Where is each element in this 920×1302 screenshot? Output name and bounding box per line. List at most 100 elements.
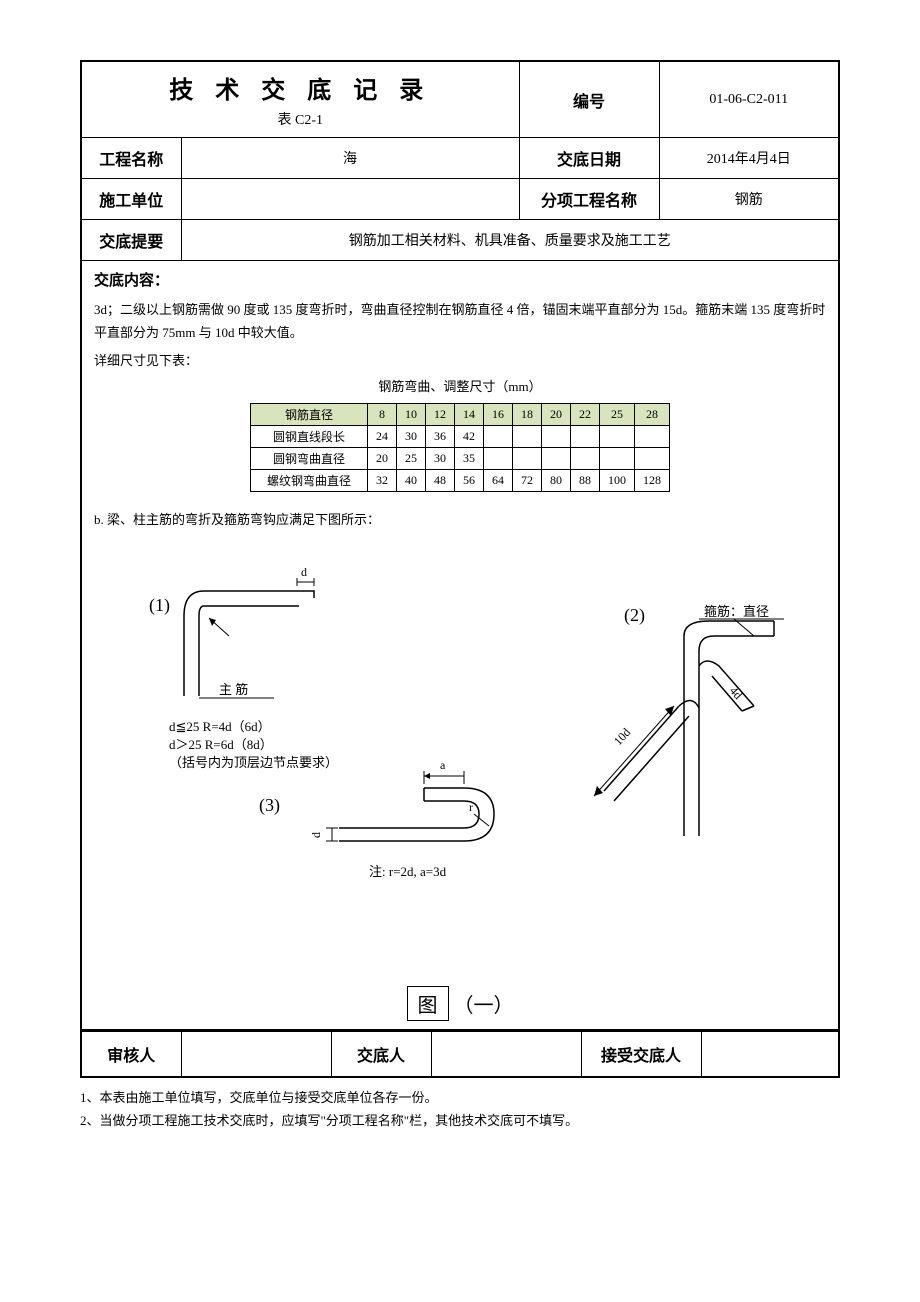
dt-cell <box>571 426 600 448</box>
project-name-value: 海 <box>181 138 519 179</box>
fig2-10d: 10d <box>611 725 633 748</box>
fig3-label: (3) <box>259 795 280 816</box>
content-para1: 3d；二级以上钢筋需做 90 度或 135 度弯折时，弯曲直径控制在钢筋直径 4… <box>94 298 826 345</box>
footer-notes: 1、本表由施工单位填写，交底单位与接受交底单位各存一份。 2、当做分项工程施工技… <box>80 1086 840 1133</box>
dt-cell <box>513 448 542 470</box>
contractor-label: 施工单位 <box>81 179 181 220</box>
footer-table: 审核人 交底人 接受交底人 <box>80 1031 840 1078</box>
doc-title-cell: 技 术 交 底 记 录 表 C2-1 <box>81 61 519 138</box>
fig1-top <box>204 591 314 598</box>
fig1-d: d <box>301 565 307 579</box>
dt-cell: 32 <box>368 470 397 492</box>
receiver-value <box>701 1031 839 1077</box>
dt-header-col: 10 <box>397 404 426 426</box>
dt-row-label: 圆钢直线段长 <box>250 426 367 448</box>
fig2-label: (2) <box>624 605 645 626</box>
fig3-r: r <box>469 800 473 814</box>
doc-table-no: 表 C2-1 <box>94 109 507 129</box>
summary-label: 交底提要 <box>81 220 181 261</box>
contractor-value <box>181 179 519 220</box>
dt-header-col: 14 <box>455 404 484 426</box>
presenter-value <box>431 1031 581 1077</box>
dt-header-label: 钢筋直径 <box>250 404 367 426</box>
note-1: 1、本表由施工单位填写，交底单位与接受交底单位各存一份。 <box>80 1086 840 1109</box>
content-title: 交底内容： <box>94 269 826 290</box>
figure-label-box: 图 <box>407 986 449 1021</box>
number-value: 01-06-C2-011 <box>659 61 839 138</box>
data-table: 钢筋直径8101214161820222528圆钢直线段长24303642圆钢弯… <box>250 403 670 492</box>
dt-cell: 72 <box>513 470 542 492</box>
dt-cell: 20 <box>368 448 397 470</box>
header-table: 技 术 交 底 记 录 表 C2-1 编号 01-06-C2-011 工程名称 … <box>80 60 840 1031</box>
figure-label: 图 （一） <box>94 986 826 1021</box>
dt-cell <box>542 448 571 470</box>
dt-cell: 35 <box>455 448 484 470</box>
dt-cell: 56 <box>455 470 484 492</box>
dt-cell: 36 <box>426 426 455 448</box>
note-2: 2、当做分项工程施工技术交底时，应填写"分项工程名称"栏，其他技术交底可不填写。 <box>80 1109 840 1132</box>
fig3-d: d <box>309 832 323 838</box>
dt-row-label: 圆钢弯曲直径 <box>250 448 367 470</box>
fig3-inner <box>339 801 479 828</box>
dt-cell <box>635 448 670 470</box>
dt-cell: 30 <box>397 426 426 448</box>
fig2-gujin: 箍筋：直径 <box>704 604 769 619</box>
diagram-area: (1) d 主 筋 <box>94 536 826 976</box>
dt-row-label: 螺纹钢弯曲直径 <box>250 470 367 492</box>
dt-cell: 42 <box>455 426 484 448</box>
fig3-a: a <box>440 758 446 772</box>
dt-cell <box>542 426 571 448</box>
dt-cell: 25 <box>397 448 426 470</box>
dt-header-col: 12 <box>426 404 455 426</box>
dt-header-col: 28 <box>635 404 670 426</box>
dt-cell: 30 <box>426 448 455 470</box>
receiver-label: 接受交底人 <box>581 1031 701 1077</box>
date-value: 2014年4月4日 <box>659 138 839 179</box>
dt-header-col: 20 <box>542 404 571 426</box>
fig1-rule2: d＞25 R=6d（8d） <box>169 737 273 752</box>
subproject-value: 钢筋 <box>659 179 839 220</box>
dt-header-col: 8 <box>368 404 397 426</box>
dt-cell <box>484 426 513 448</box>
dt-cell: 40 <box>397 470 426 492</box>
dt-cell: 88 <box>571 470 600 492</box>
presenter-label: 交底人 <box>331 1031 431 1077</box>
dt-cell: 64 <box>484 470 513 492</box>
doc-title: 技 术 交 底 记 录 <box>169 78 431 104</box>
fig1-inner <box>199 606 204 696</box>
date-label: 交底日期 <box>519 138 659 179</box>
diagram-svg: (1) d 主 筋 <box>94 536 814 956</box>
content-para2: 详细尺寸见下表： <box>94 349 826 372</box>
fig3-note: 注: r=2d, a=3d <box>369 864 447 879</box>
dt-header-col: 22 <box>571 404 600 426</box>
content-para-b: b. 梁、柱主筋的弯折及箍筋弯钩应满足下图所示： <box>94 508 826 531</box>
dt-cell: 24 <box>368 426 397 448</box>
reviewer-value <box>181 1031 331 1077</box>
dt-cell: 100 <box>600 470 635 492</box>
dt-cell <box>513 426 542 448</box>
project-name-label: 工程名称 <box>81 138 181 179</box>
fig1-rule3: （括号内为顶层边节点要求） <box>169 755 338 770</box>
reviewer-label: 审核人 <box>81 1031 181 1077</box>
dt-header-col: 18 <box>513 404 542 426</box>
content-cell: 交底内容： 3d；二级以上钢筋需做 90 度或 135 度弯折时，弯曲直径控制在… <box>81 261 839 1030</box>
dt-cell: 128 <box>635 470 670 492</box>
figure-label-suffix: （一） <box>454 995 514 1017</box>
summary-value: 钢筋加工相关材料、机具准备、质量要求及施工工艺 <box>181 220 839 261</box>
fig1-label: (1) <box>149 595 170 616</box>
subproject-label: 分项工程名称 <box>519 179 659 220</box>
dt-cell <box>635 426 670 448</box>
fig1-zhujin: 主 筋 <box>219 682 248 697</box>
dt-cell <box>600 448 635 470</box>
fig2-4d: 4d <box>727 683 745 701</box>
dt-cell <box>484 448 513 470</box>
dt-header-col: 16 <box>484 404 513 426</box>
dt-cell: 80 <box>542 470 571 492</box>
dt-cell: 48 <box>426 470 455 492</box>
fig3-outer <box>339 788 494 841</box>
dt-cell <box>571 448 600 470</box>
dt-header-col: 25 <box>600 404 635 426</box>
number-label: 编号 <box>519 61 659 138</box>
dt-cell <box>600 426 635 448</box>
data-table-caption: 钢筋弯曲、调整尺寸（mm） <box>94 376 826 395</box>
